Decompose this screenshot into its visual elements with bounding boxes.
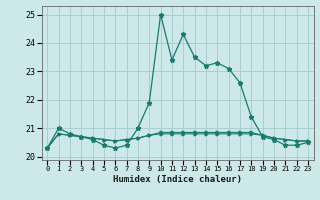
X-axis label: Humidex (Indice chaleur): Humidex (Indice chaleur) — [113, 175, 242, 184]
